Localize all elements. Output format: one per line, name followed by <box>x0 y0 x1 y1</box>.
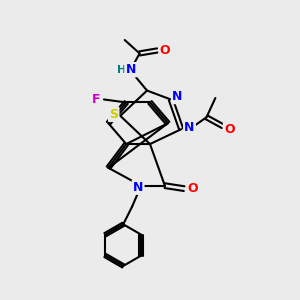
Text: H: H <box>117 65 126 75</box>
Text: O: O <box>224 123 235 136</box>
Text: S: S <box>109 108 118 121</box>
Text: N: N <box>133 181 143 194</box>
Text: F: F <box>92 93 101 106</box>
Text: O: O <box>160 44 170 57</box>
Text: N: N <box>184 121 195 134</box>
Text: N: N <box>172 90 182 103</box>
Text: O: O <box>187 182 198 195</box>
Text: N: N <box>125 63 136 76</box>
